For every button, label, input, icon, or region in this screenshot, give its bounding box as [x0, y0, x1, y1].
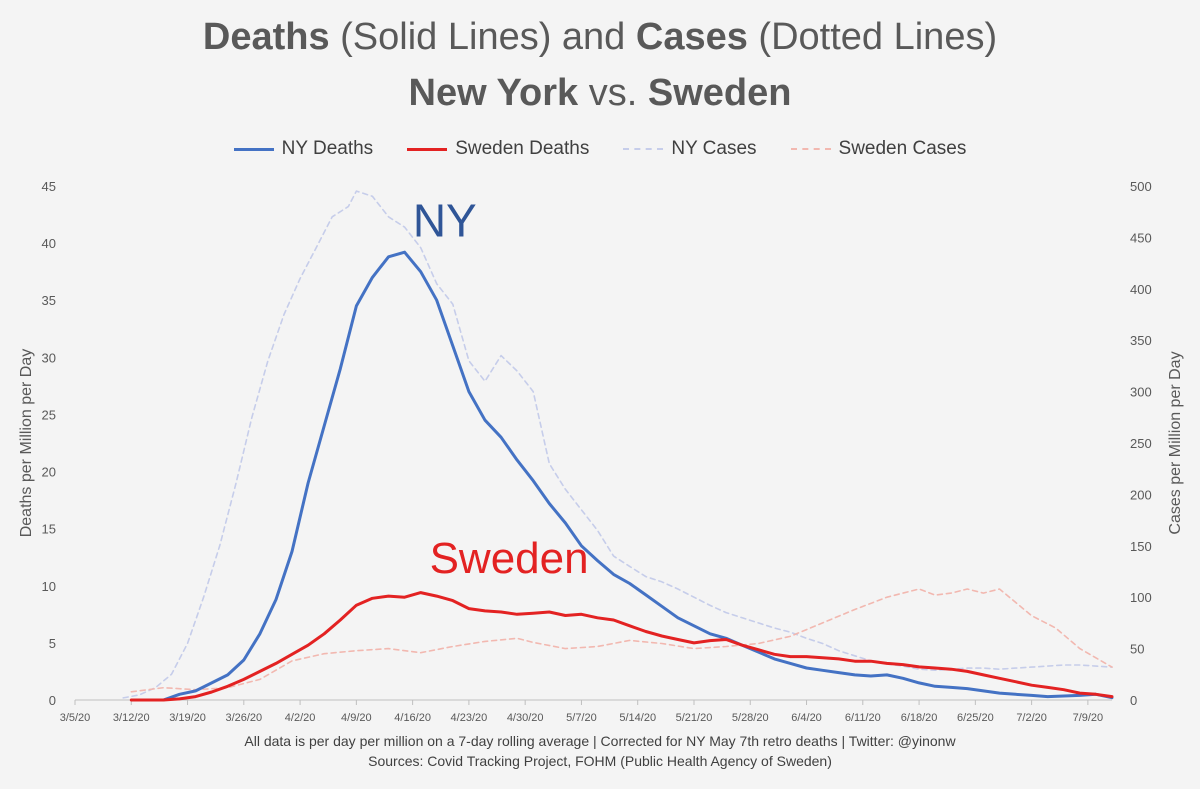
x-tick-label: 6/11/20	[845, 712, 881, 724]
y-left-tick-label: 35	[42, 293, 56, 308]
y-left-tick-label: 30	[42, 350, 56, 365]
y-left-axis-title: Deaths per Million per Day	[18, 349, 35, 538]
y-right-tick-label: 500	[1130, 179, 1152, 194]
x-tick-label: 7/9/20	[1073, 712, 1104, 724]
legend-swatch-sweden-cases	[790, 148, 831, 150]
y-right-tick-label: 0	[1130, 693, 1137, 708]
x-tick-label: 6/25/20	[957, 712, 994, 724]
x-tick-label: 3/19/20	[169, 712, 206, 724]
legend-label-ny-deaths: NY Deaths	[281, 138, 374, 159]
annotation-sweden: Sweden	[430, 534, 589, 583]
x-tick-label: 4/9/20	[341, 712, 372, 724]
legend-swatch-sweden-deaths	[407, 147, 448, 151]
y-left-tick-label: 5	[49, 636, 56, 651]
x-tick-label: 6/18/20	[901, 712, 938, 724]
x-tick-label: 5/28/20	[732, 712, 769, 724]
y-left-tick-label: 15	[42, 522, 56, 537]
x-tick-label: 4/30/20	[507, 712, 544, 724]
y-right-tick-label: 450	[1130, 230, 1152, 245]
title-line-2-segment: New York	[408, 72, 579, 114]
title-line-1-segment: (Dotted Lines)	[747, 16, 998, 58]
x-tick-label: 3/12/20	[113, 712, 150, 724]
title-line-1-segment: Cases	[635, 16, 748, 58]
title-line-2-segment: Sweden	[647, 72, 792, 114]
y-right-tick-label: 350	[1130, 333, 1152, 348]
legend-swatch-ny-deaths	[233, 147, 274, 151]
y-right-tick-label: 50	[1130, 642, 1144, 657]
x-tick-label: 5/14/20	[619, 712, 656, 724]
x-tick-label: 7/2/20	[1016, 712, 1047, 724]
title-line-1-segment: Deaths	[202, 16, 330, 58]
footer-note: All data is per day per million on a 7-d…	[244, 733, 956, 749]
x-tick-label: 4/23/20	[451, 712, 488, 724]
legend-item-sweden-cases[interactable]: Sweden Cases	[790, 138, 967, 160]
x-tick-label: 5/21/20	[676, 712, 713, 724]
y-right-axis-title: Cases per Million per Day	[1167, 351, 1184, 534]
x-tick-label: 4/16/20	[394, 712, 431, 724]
series-line-sweden-cases	[130, 588, 1113, 693]
legend-swatch-ny-cases	[623, 148, 664, 150]
annotation-ny: NY	[413, 194, 477, 246]
y-left-tick-label: 25	[42, 407, 56, 422]
legend: NY Deaths Sweden Deaths NY Cases Sweden …	[0, 138, 1200, 160]
title-line-1-segment: (Solid Lines) and	[329, 16, 636, 58]
y-left-tick-label: 45	[42, 179, 56, 194]
y-right-tick-label: 400	[1130, 282, 1152, 297]
legend-item-ny-cases[interactable]: NY Cases	[623, 138, 757, 160]
y-right-tick-label: 200	[1130, 487, 1152, 502]
title-line-2-segment: vs.	[578, 72, 648, 114]
y-left-tick-label: 40	[42, 236, 56, 251]
chart-title-line-1: Deaths (Solid Lines) and Cases (Dotted L…	[0, 16, 1200, 59]
y-right-tick-label: 250	[1130, 436, 1152, 451]
legend-label-sweden-deaths: Sweden Deaths	[455, 138, 590, 159]
series-line-ny-deaths	[161, 250, 1114, 702]
legend-item-ny-deaths[interactable]: NY Deaths	[233, 138, 374, 160]
x-tick-label: 3/5/20	[60, 712, 91, 724]
x-tick-label: 5/7/20	[566, 712, 597, 724]
y-right-tick-label: 300	[1130, 385, 1152, 400]
chart-title-line-2: New York vs. Sweden	[0, 72, 1200, 115]
y-left-tick-label: 0	[49, 693, 56, 708]
x-tick-label: 6/4/20	[791, 712, 822, 724]
y-right-tick-label: 100	[1130, 590, 1152, 605]
series-line-sweden-deaths	[129, 591, 1114, 702]
footer-sources: Sources: Covid Tracking Project, FOHM (P…	[368, 753, 832, 769]
series-line-ny-cases	[122, 190, 1113, 699]
legend-label-ny-cases: NY Cases	[671, 138, 757, 159]
x-tick-label: 4/2/20	[285, 712, 316, 724]
x-tick-label: 3/26/20	[225, 712, 262, 724]
legend-label-sweden-cases: Sweden Cases	[838, 138, 967, 159]
y-left-tick-label: 20	[42, 465, 56, 480]
legend-item-sweden-deaths[interactable]: Sweden Deaths	[407, 138, 589, 160]
y-right-tick-label: 150	[1130, 539, 1152, 554]
y-left-tick-label: 10	[42, 579, 56, 594]
